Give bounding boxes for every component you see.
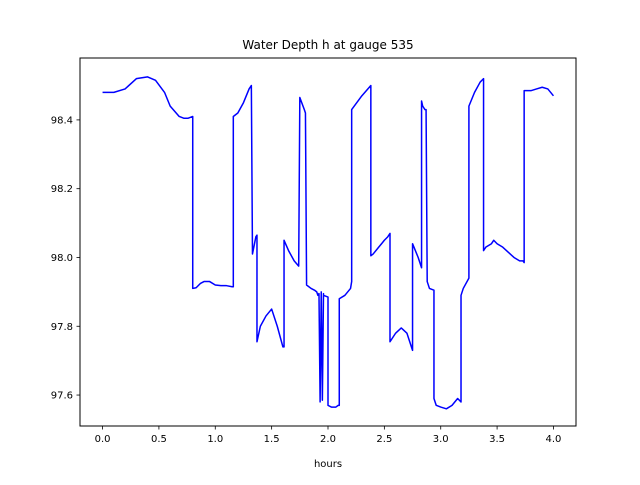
y-tick-label: 97.8 [51,322,73,333]
x-tick-label: 1.5 [264,434,280,445]
y-axis: 97.6 97.8 98.0 98.2 98.4 [51,115,80,402]
series-line-0 [102,76,555,410]
x-tick-label: 3.5 [489,434,505,445]
y-tick-label: 97.6 [51,391,73,402]
x-tick-label: 2.5 [376,434,392,445]
chart-title: Water Depth h at gauge 535 [242,38,413,52]
x-axis: 0.0 0.5 1.0 1.5 2.0 2.5 3.0 3.5 4.0 [95,426,562,445]
plot-area [102,76,555,410]
y-tick-label: 98.0 [51,253,73,264]
x-tick-label: 3.0 [433,434,449,445]
plot-frame [79,57,577,427]
x-tick-label: 4.0 [546,434,562,445]
x-tick-label: 0.5 [151,434,167,445]
y-tick-label: 98.2 [51,184,73,195]
x-axis-label: hours [314,459,342,470]
x-tick-label: 1.0 [207,434,223,445]
x-tick-label: 0.0 [95,434,111,445]
y-tick-label: 98.4 [51,115,73,126]
x-tick-label: 2.0 [320,434,336,445]
